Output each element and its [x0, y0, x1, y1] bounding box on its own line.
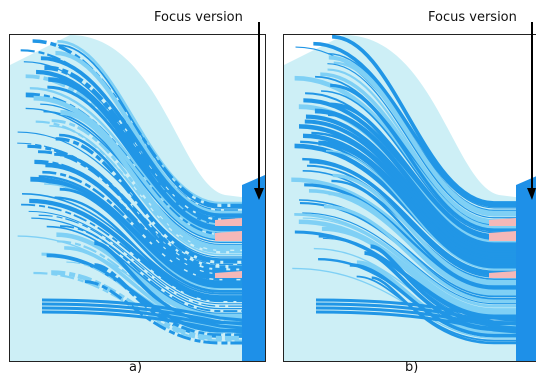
version-strand: [294, 212, 536, 308]
version-strand: [330, 83, 536, 232]
version-strand: [55, 137, 265, 264]
version-strand: [21, 203, 265, 303]
version-strand: [54, 196, 265, 298]
version-strand: [29, 198, 265, 301]
version-strand: [59, 187, 265, 293]
version-strand: [28, 210, 265, 305]
version-strand: [333, 61, 536, 217]
version-strand: [304, 183, 536, 291]
focus-version-label-a: Focus version: [154, 10, 243, 25]
highlight-region: [215, 231, 242, 241]
version-strand: [320, 72, 536, 225]
version-strand: [30, 176, 265, 289]
version-strand: [60, 110, 265, 250]
version-strand: [315, 75, 536, 226]
version-strand: [315, 302, 536, 328]
version-strand: [41, 310, 265, 336]
version-strand: [38, 214, 265, 307]
version-strand: [330, 102, 536, 242]
caption-b: b): [405, 360, 419, 375]
version-strand: [40, 56, 265, 218]
version-strand: [309, 160, 536, 276]
version-strand: [327, 63, 536, 219]
version-strand: [299, 124, 536, 257]
version-strand: [51, 119, 265, 252]
version-strand: [332, 35, 536, 205]
highlight-region: [489, 271, 516, 278]
version-strand: [54, 152, 265, 274]
version-strand: [321, 226, 536, 316]
version-strand: [49, 125, 265, 256]
caption-a: a): [129, 360, 143, 375]
version-strand: [60, 225, 265, 313]
version-strand: [332, 173, 536, 284]
version-strand: [304, 119, 536, 255]
version-strand: [41, 298, 265, 324]
version-strand: [300, 140, 536, 266]
version-strand: [36, 69, 265, 225]
version-strand: [299, 199, 536, 298]
version-strand: [306, 164, 536, 278]
version-strand: [327, 68, 536, 222]
version-strand: [23, 61, 265, 219]
version-strand: [41, 302, 265, 328]
version-strand: [44, 65, 265, 223]
version-strand: [328, 113, 536, 249]
version-strand: [29, 86, 265, 234]
highlight-region: [215, 271, 242, 278]
version-strand: [38, 150, 265, 271]
panel-b: [283, 34, 536, 362]
version-strand: [41, 306, 265, 332]
version-strand: [48, 77, 265, 230]
version-strand: [33, 95, 265, 240]
version-strand: [45, 162, 265, 279]
version-strand: [305, 92, 536, 236]
version-strand: [40, 103, 265, 241]
version-strand: [323, 204, 536, 303]
focus-version-band: [242, 175, 265, 361]
version-strand: [305, 114, 536, 252]
version-strand: [311, 131, 536, 259]
version-strand: [42, 170, 265, 281]
version-flow-diagram-b: [284, 35, 536, 361]
version-strand: [46, 225, 265, 315]
version-strand: [51, 270, 265, 341]
version-strand: [315, 306, 536, 332]
version-strand: [315, 310, 536, 336]
version-strand: [315, 298, 536, 324]
panel-a: [9, 34, 266, 362]
version-strand: [302, 217, 536, 310]
version-strand: [47, 85, 265, 232]
focus-version-band: [516, 176, 536, 361]
version-strand: [356, 260, 536, 336]
focus-version-label-b: Focus version: [428, 10, 517, 25]
version-strand: [328, 191, 536, 296]
version-strand: [55, 50, 265, 215]
version-strand: [31, 217, 265, 310]
version-strand: [313, 41, 536, 208]
highlight-region: [489, 218, 516, 226]
version-strand: [59, 133, 265, 261]
version-flow-diagram-a: [10, 35, 265, 361]
version-strand: [331, 179, 536, 288]
version-strand: [328, 55, 536, 215]
version-strand: [318, 140, 536, 265]
highlight-region: [489, 231, 516, 241]
version-strand: [58, 44, 265, 209]
version-strand: [321, 90, 536, 234]
version-strand: [27, 144, 265, 269]
version-strand: [57, 40, 265, 205]
version-strand: [325, 150, 536, 271]
highlight-region: [215, 218, 242, 226]
version-strand: [291, 177, 536, 287]
version-strand: [302, 212, 536, 305]
version-strand: [84, 280, 265, 345]
